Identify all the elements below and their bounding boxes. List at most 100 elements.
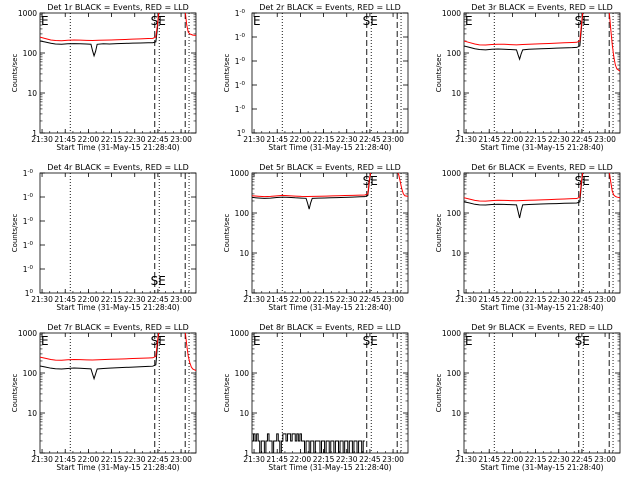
y-tick-label: 1-0: [235, 105, 246, 114]
y-tick-label: 1-0: [23, 241, 34, 250]
panel-title: Det 1r BLACK = Events, RED = LLD: [47, 3, 189, 12]
panel-det-4: Det 4r BLACK = Events, RED = LLD 21:30 21:…: [11, 163, 197, 312]
y-tick-label: 1: [456, 129, 461, 138]
x-tick-label: 22:30: [548, 455, 570, 464]
x-tick-label: 22:30: [548, 295, 570, 304]
series-line-events: [464, 13, 584, 61]
series-group: [40, 333, 196, 381]
x-tick-label: 22:15: [525, 455, 547, 464]
y-tick-label: 1-0: [23, 217, 34, 226]
x-tick-label: 23:00: [594, 135, 616, 144]
x-tick-label: 21:30: [455, 455, 477, 464]
x-tick-label: 22:45: [359, 135, 381, 144]
x-tick-label: 23:00: [170, 295, 192, 304]
x-tick-label: 22:15: [313, 295, 335, 304]
y-tick-label: 1: [244, 449, 249, 458]
x-tick-label: 22:00: [502, 295, 524, 304]
x-tick-label: 22:15: [525, 135, 547, 144]
x-tick-label: 22:00: [502, 135, 524, 144]
y-axis-label: Counts/sec: [223, 54, 231, 93]
x-tick-label: 22:15: [101, 455, 123, 464]
panel-title: Det 4r BLACK = Events, RED = LLD: [47, 163, 189, 172]
x-tick-label: 21:45: [478, 295, 500, 304]
y-tick-label: 1000: [18, 9, 37, 18]
y-tick-label: 1-0: [23, 169, 34, 178]
y-tick-label: 1: [32, 129, 37, 138]
x-tick-label: 23:00: [382, 455, 404, 464]
panel-det-1: Det 1r BLACK = Events, RED = LLD 21:30 21:…: [11, 3, 197, 152]
series-group: [40, 13, 196, 58]
panel-det-9: Det 9r BLACK = Events, RED = LLD 21:30 21:…: [435, 323, 621, 472]
plot-frame: [39, 172, 197, 294]
x-tick-label: 22:15: [313, 455, 335, 464]
panel-det-7: Det 7r BLACK = Events, RED = LLD 21:30 21:…: [11, 323, 197, 472]
panel-det-5: Det 5r BLACK = Events, RED = LLD 21:30 21:…: [223, 163, 409, 312]
x-tick-label: 21:30: [31, 455, 53, 464]
x-axis-label: Start Time (31-May-15 21:28:40): [56, 143, 179, 152]
x-tick-label: 22:15: [525, 295, 547, 304]
x-tick-label: 21:45: [266, 455, 288, 464]
series-line-lld: [464, 13, 584, 46]
y-tick-label: 1: [244, 289, 249, 298]
y-tick-label: 100: [235, 209, 250, 218]
y-axis-label: Counts/sec: [435, 54, 443, 93]
marker-label-se: SE: [363, 334, 378, 348]
x-axis-label: Start Time (31-May-15 21:28:40): [268, 303, 391, 312]
x-tick-label: 23:00: [594, 295, 616, 304]
series-line-events: [252, 433, 365, 453]
plot-frame: [463, 172, 621, 294]
y-tick-label: 10: [27, 409, 37, 418]
panel-det-6: Det 6r BLACK = Events, RED = LLD 21:30 21:…: [435, 163, 621, 312]
x-tick-label: 22:15: [313, 135, 335, 144]
marker-label-e: E: [41, 14, 49, 28]
x-tick-label: 22:45: [571, 135, 593, 144]
y-tick-label: 10: [239, 249, 249, 258]
x-tick-label: 23:00: [170, 455, 192, 464]
x-tick-label: 22:45: [147, 135, 169, 144]
y-tick-label: 1-0: [23, 193, 34, 202]
y-tick-label: 100: [447, 49, 462, 58]
y-tick-label: 1: [32, 449, 37, 458]
panel-title: Det 5r BLACK = Events, RED = LLD: [259, 163, 401, 172]
marker-label-se: SE: [151, 274, 166, 288]
y-tick-label: 100: [447, 369, 462, 378]
series-line-lld: [252, 173, 372, 198]
series-line-events: [40, 13, 160, 58]
series-line-events: [252, 173, 372, 210]
y-tick-label: 1000: [230, 329, 249, 338]
marker-label-se: SE: [575, 334, 590, 348]
marker-label-e: E: [41, 334, 49, 348]
x-tick-label: 22:15: [101, 135, 123, 144]
x-tick-label: 22:45: [359, 295, 381, 304]
y-axis-label: Counts/sec: [11, 374, 19, 413]
x-tick-label: 22:45: [147, 455, 169, 464]
x-tick-label: 22:45: [147, 295, 169, 304]
y-tick-label: 1-0: [235, 57, 246, 66]
marker-label-se: SE: [363, 174, 378, 188]
y-tick-label: 10: [239, 409, 249, 418]
plot-frame: [39, 332, 197, 454]
x-tick-label: 21:45: [54, 455, 76, 464]
x-tick-label: 22:00: [290, 455, 312, 464]
marker-label-e: E: [465, 14, 473, 28]
x-tick-label: 21:45: [478, 455, 500, 464]
series-group: [252, 173, 408, 210]
y-tick-label: 100: [447, 209, 462, 218]
x-axis-label: Start Time (31-May-15 21:28:40): [480, 143, 603, 152]
panel-det-3: Det 3r BLACK = Events, RED = LLD 21:30 21:…: [435, 3, 621, 152]
x-tick-label: 21:30: [31, 135, 53, 144]
y-tick-label: 10: [451, 249, 461, 258]
x-tick-label: 22:00: [290, 135, 312, 144]
x-tick-label: 23:00: [382, 295, 404, 304]
y-tick-label: 1-0: [235, 81, 246, 90]
y-axis-label: Counts/sec: [11, 54, 19, 93]
x-tick-label: 22:15: [101, 295, 123, 304]
y-tick-label: 100: [23, 49, 38, 58]
x-tick-label: 22:30: [336, 455, 358, 464]
x-tick-label: 22:30: [548, 135, 570, 144]
y-tick-label: 1-0: [23, 265, 34, 274]
y-axis-label: Counts/sec: [435, 214, 443, 253]
y-tick-label: 1000: [230, 169, 249, 178]
